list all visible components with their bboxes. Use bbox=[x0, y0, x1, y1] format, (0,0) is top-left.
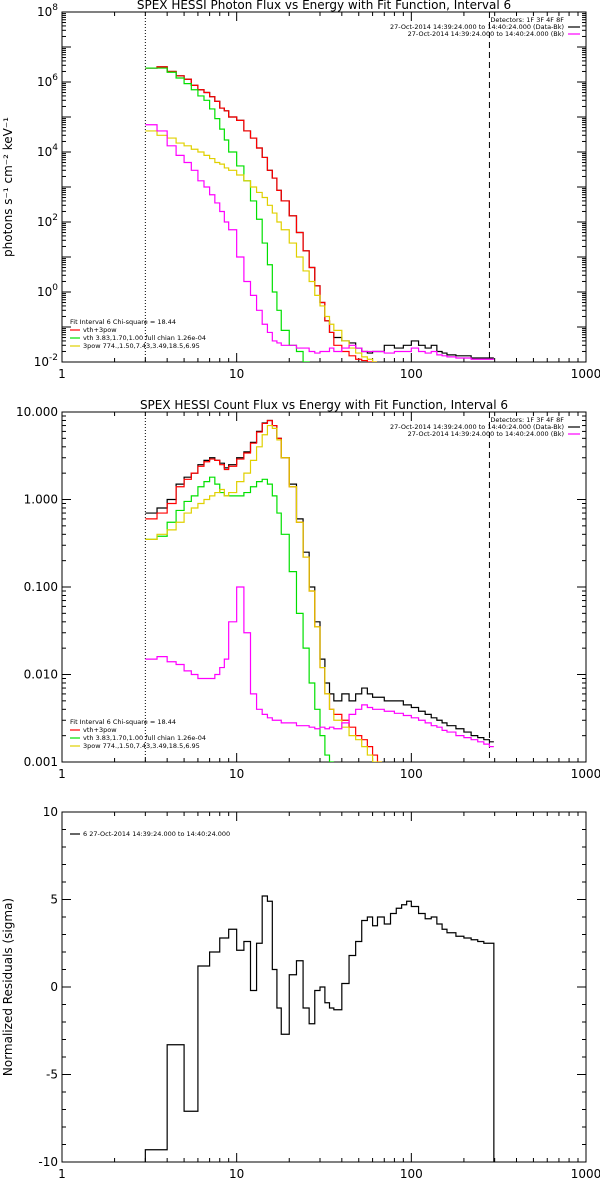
y-tick-label: 106 bbox=[37, 73, 58, 89]
y-tick-label: 5 bbox=[50, 893, 58, 907]
y-tick-label: 100 bbox=[37, 283, 58, 299]
x-tick-label: 100 bbox=[400, 767, 423, 781]
y-tick-label: 102 bbox=[37, 213, 58, 229]
legend-bottom-text: vth+3pow bbox=[83, 326, 117, 334]
legend-top-text: 27-Oct-2014 14:39:24.000 to 14:40:24.000… bbox=[390, 23, 564, 31]
x-tick-label: 1 bbox=[58, 767, 66, 781]
legend-top-text: Detectors: 1F 3F 4F 8F bbox=[490, 416, 564, 424]
x-tick-label: 10 bbox=[229, 767, 244, 781]
plot-frame bbox=[61, 411, 587, 763]
legend-bottom-text: 3pow 774.,1.50,7.43,3.49,18.5,6.95 bbox=[83, 342, 200, 350]
x-tick-label: 1 bbox=[58, 367, 66, 381]
plot-frame bbox=[61, 11, 587, 363]
legend-top-text: 27-Oct-2014 14:39:24.000 to 14:40:24.000… bbox=[408, 430, 564, 438]
y-tick-label: 10 bbox=[43, 805, 58, 819]
x-tick-label: 10 bbox=[229, 367, 244, 381]
data-series-line bbox=[144, 895, 495, 1162]
data-series-line bbox=[145, 67, 310, 362]
legend-bottom-text: Fit Interval 6 Chi-square = 18.44 bbox=[70, 318, 176, 326]
chart-title: SPEX HESSI Photon Flux vs Energy with Fi… bbox=[137, 0, 511, 12]
legend-bottom-text: 3pow 774.,1.50,7.43,3.49,18.5,6.95 bbox=[83, 742, 200, 750]
y-axis-label: photons s⁻¹ cm⁻² keV⁻¹ bbox=[1, 117, 15, 257]
data-series-line bbox=[145, 66, 378, 362]
data-series-line bbox=[145, 419, 382, 762]
y-axis-label: Normalized Residuals (sigma) bbox=[1, 898, 15, 1076]
x-tick-label: 100 bbox=[400, 367, 423, 381]
y-tick-label: 108 bbox=[37, 3, 58, 19]
x-tick-label: 1000 bbox=[571, 767, 600, 781]
x-tick-label: 1 bbox=[58, 1167, 66, 1181]
x-tick-label: 10 bbox=[229, 1167, 244, 1181]
legend-top-text: 27-Oct-2014 14:39:24.000 to 14:40:24.000… bbox=[408, 30, 564, 38]
legend-bottom-text: vth+3pow bbox=[83, 726, 117, 734]
legend-top-text: 6 27-Oct-2014 14:39:24.000 to 14:40:24.0… bbox=[83, 830, 230, 838]
y-tick-label: 10-2 bbox=[34, 353, 58, 369]
x-tick-label: 1000 bbox=[571, 367, 600, 381]
chart-title: SPEX HESSI Count Flux vs Energy with Fit… bbox=[140, 398, 508, 412]
legend-bottom-text: vth 3.83,1.70,1.00 full chian 1.26e-04 bbox=[83, 734, 206, 742]
y-tick-label: 0.010 bbox=[24, 668, 58, 682]
y-tick-label: 0.100 bbox=[24, 580, 58, 594]
legend-bottom-text: vth 3.83,1.70,1.00 full chian 1.26e-04 bbox=[83, 334, 206, 342]
y-tick-label: 0.001 bbox=[24, 755, 58, 769]
x-tick-label: 100 bbox=[400, 1167, 423, 1181]
legend-bottom-text: Fit Interval 6 Chi-square = 18.44 bbox=[70, 718, 176, 726]
data-series-line bbox=[145, 66, 494, 359]
data-series-line bbox=[145, 424, 382, 762]
legend-top-text: Detectors: 1F 3F 4F 8F bbox=[490, 16, 564, 24]
legend-top-text: 27-Oct-2014 14:39:24.000 to 14:40:24.000… bbox=[390, 423, 564, 431]
y-tick-label: 104 bbox=[37, 143, 58, 159]
data-series-line bbox=[145, 130, 378, 362]
y-tick-label: -5 bbox=[46, 1068, 58, 1082]
data-series-line bbox=[145, 586, 494, 748]
y-tick-label: 0 bbox=[50, 980, 58, 994]
data-series-line bbox=[145, 476, 334, 762]
y-tick-label: 10.000 bbox=[16, 405, 58, 419]
data-series-line bbox=[145, 124, 494, 360]
y-tick-label: 1.000 bbox=[24, 493, 58, 507]
y-tick-label: -10 bbox=[38, 1155, 58, 1169]
x-tick-label: 1000 bbox=[571, 1167, 600, 1181]
